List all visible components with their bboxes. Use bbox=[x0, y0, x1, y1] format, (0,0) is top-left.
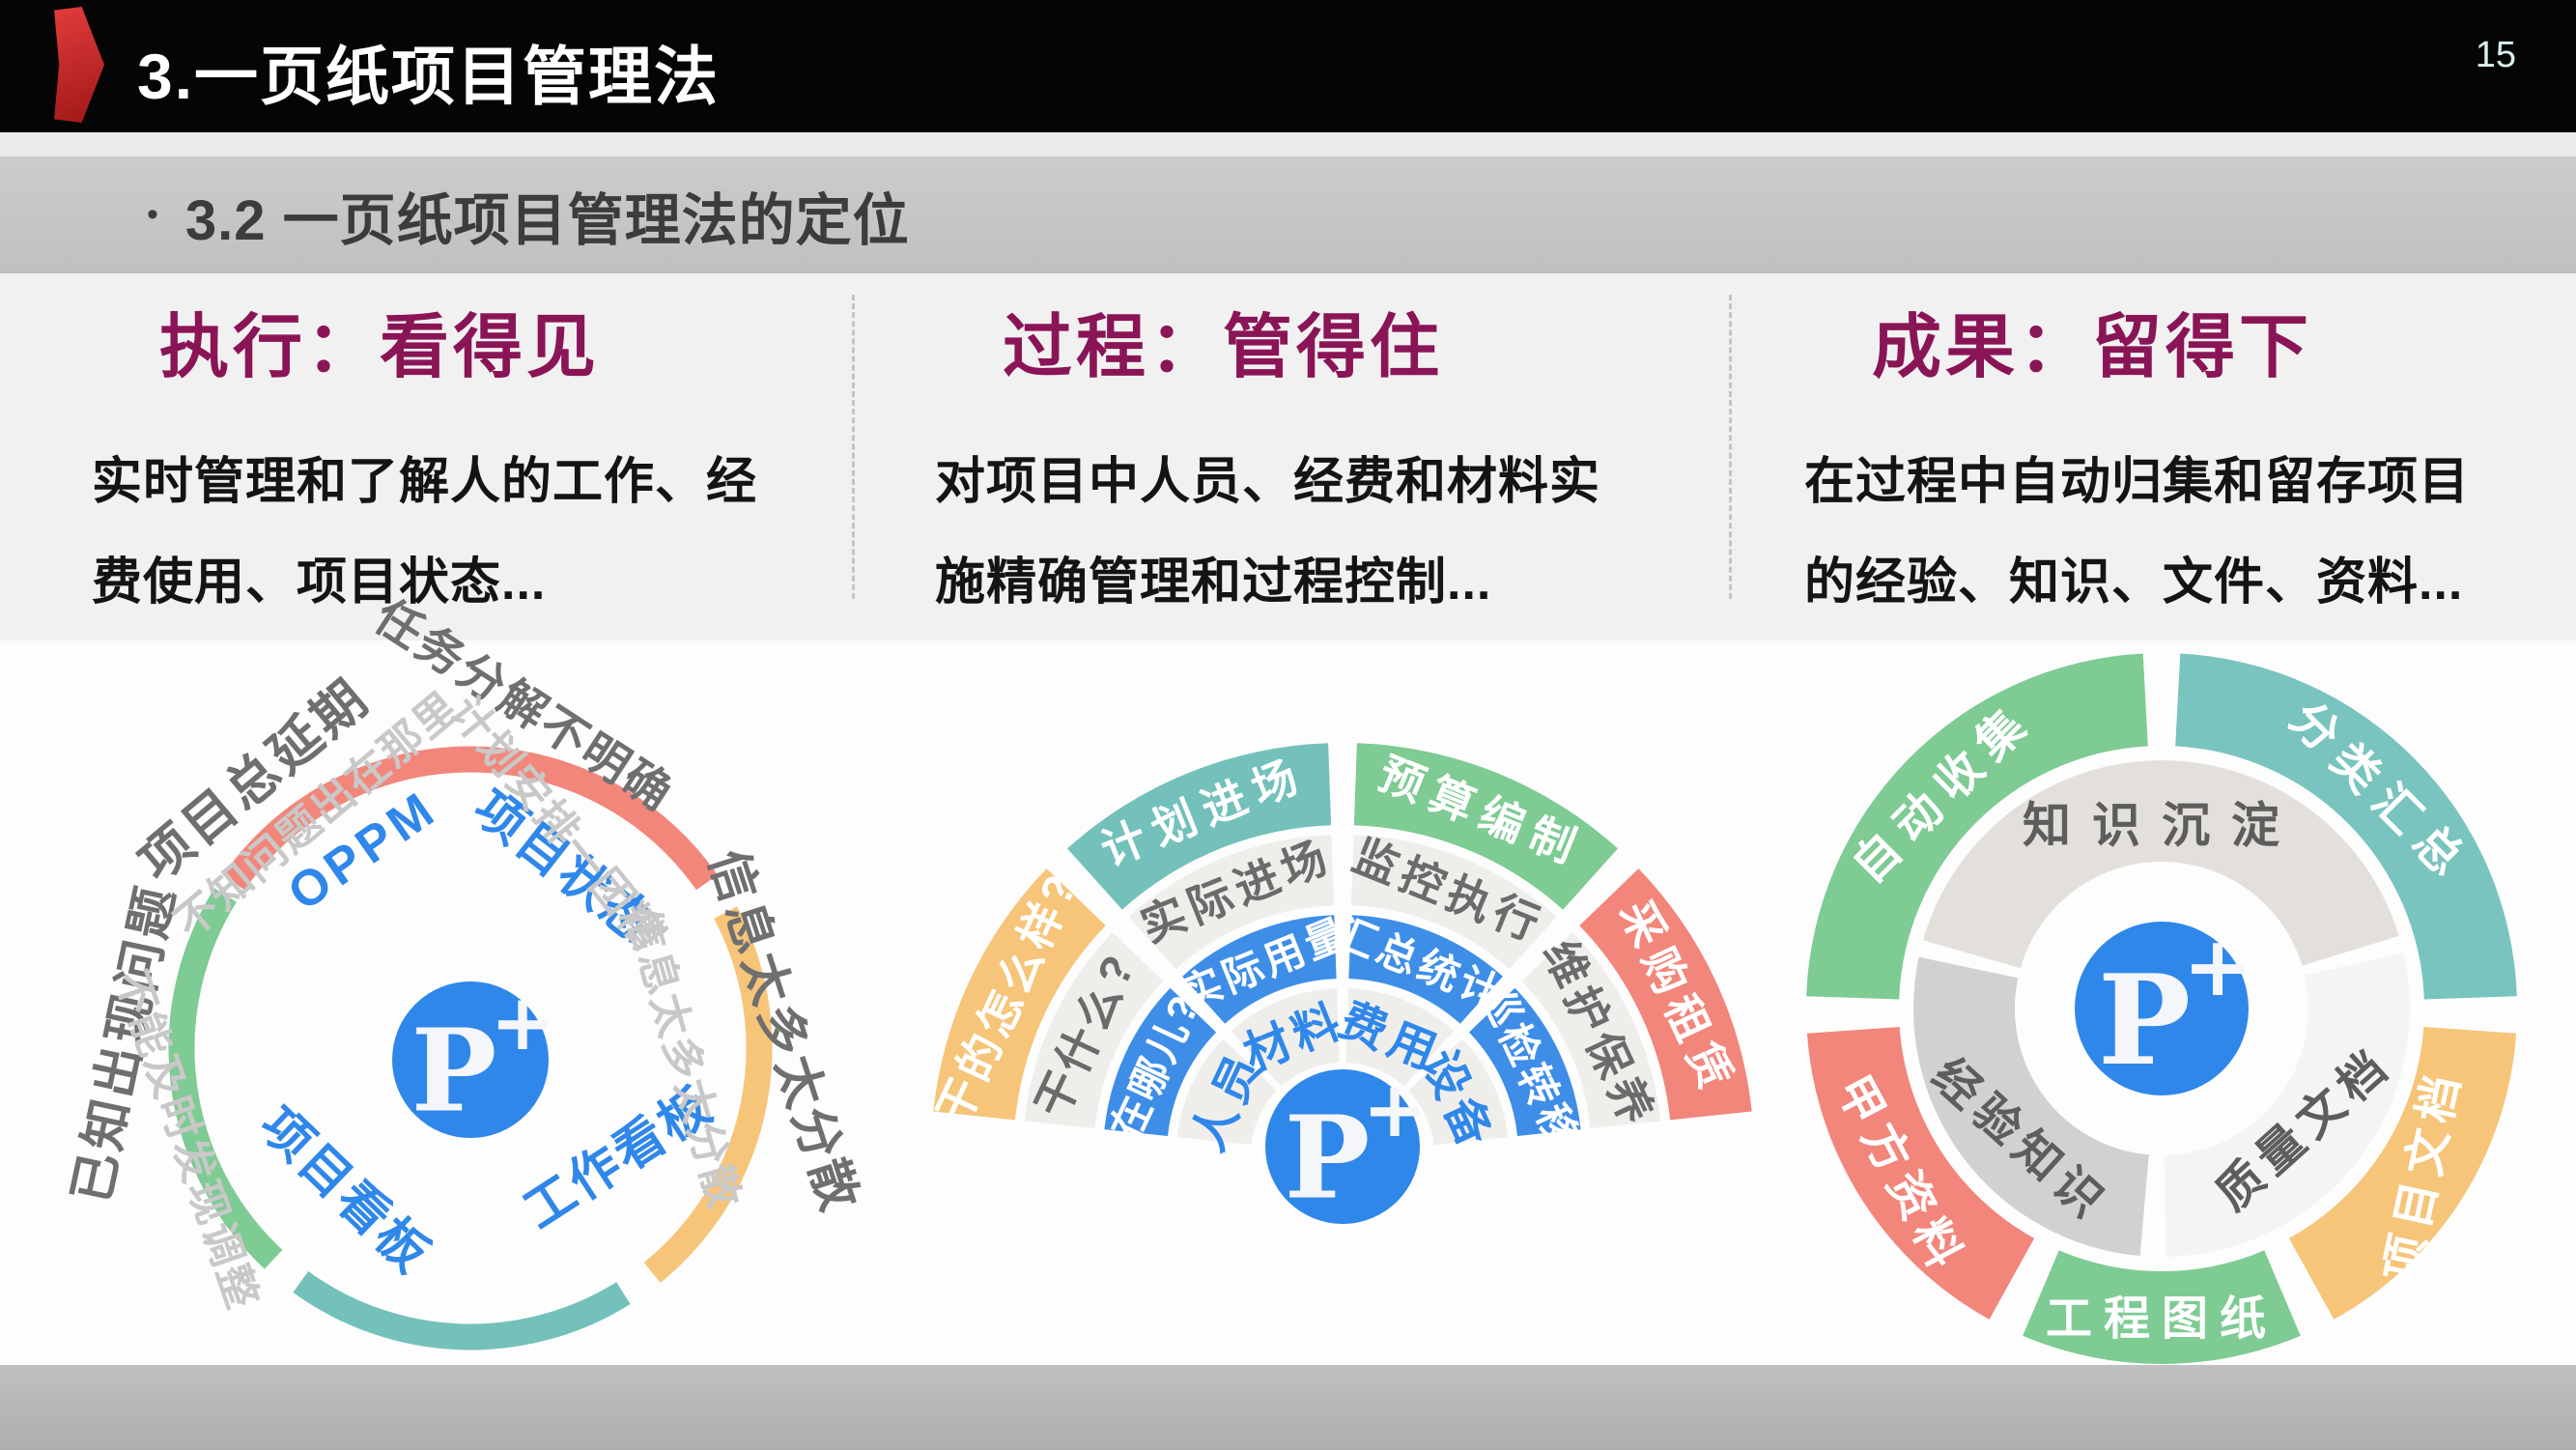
column-body: 实时管理和了解人的工作、经 费使用、项目状态... bbox=[92, 432, 864, 633]
arc-red bbox=[223, 746, 718, 891]
diagram-oppm-circle: OPPM 项目状态 项目看板 工作看板 项目总延期 任务分解不明确 信息太多太分… bbox=[64, 591, 868, 1350]
pplus-logo-p: P bbox=[1285, 1090, 1371, 1224]
fan-wedge bbox=[1348, 915, 1503, 1024]
fan-wedge bbox=[1067, 743, 1332, 910]
pplus-logo-plus: + bbox=[490, 978, 554, 1067]
ring-segment bbox=[2164, 952, 2410, 1257]
ring-segment bbox=[2288, 1027, 2517, 1320]
column-heading: 成果：留得下 bbox=[1872, 309, 2313, 386]
fan-wedge bbox=[1345, 988, 1455, 1087]
body-line: 在过程中自动归集和留存项目 bbox=[1804, 454, 2471, 510]
arc-orange bbox=[643, 906, 773, 1283]
fan-wedge bbox=[933, 868, 1106, 1121]
body-line: 实时管理和了解人的工作、经 bbox=[92, 454, 758, 510]
divider-strip bbox=[0, 132, 2576, 156]
pplus-logo-plus: + bbox=[2183, 919, 2252, 1015]
ring-segment bbox=[1806, 1027, 2035, 1320]
column-heading: 执行：看得见 bbox=[159, 309, 601, 386]
ring-segment bbox=[2175, 653, 2517, 1000]
bullet-icon: • bbox=[147, 196, 158, 233]
subtitle-bar: • 3.2 一页纸项目管理法的定位 bbox=[0, 156, 2576, 273]
column-heading: 过程：管得住 bbox=[1003, 309, 1444, 386]
pplus-logo-circle bbox=[1265, 1069, 1420, 1224]
column-body: 在过程中自动归集和留存项目 的经验、知识、文件、资料... bbox=[1804, 432, 2558, 633]
fan-wedge bbox=[1128, 835, 1334, 970]
pplus-logo-plus: + bbox=[1362, 1065, 1427, 1154]
fan-wedge bbox=[1231, 988, 1340, 1087]
fan-wedge bbox=[1024, 932, 1164, 1128]
ring-segment bbox=[1923, 760, 2399, 969]
fan-wedge bbox=[1579, 868, 1752, 1121]
columns-section bbox=[0, 273, 2576, 640]
ring-segment bbox=[2023, 1250, 2301, 1364]
body-line: 的经验、知识、文件、资料... bbox=[1804, 554, 2464, 611]
diagram-knowledge-circle: 自动收集 分类汇总 项目文档 工程图纸 甲方资料 知识沉淀 质量文档 经验知识 … bbox=[1806, 653, 2517, 1364]
fan-wedge bbox=[1351, 835, 1557, 970]
pplus-logo-p: P bbox=[411, 1003, 497, 1137]
column-process: 过程：管得住 对项目中人员、经费和材料实 施精确管理和过程控制... bbox=[935, 290, 1708, 633]
footer-bar bbox=[0, 1365, 2576, 1450]
fan-wedge bbox=[1353, 743, 1618, 910]
fan-wedge bbox=[1468, 987, 1581, 1136]
pplus-logo-circle bbox=[2075, 922, 2249, 1095]
dashed-divider bbox=[852, 295, 855, 599]
pplus-logo-circle bbox=[392, 981, 549, 1138]
ring-segment bbox=[1912, 956, 2149, 1256]
fan-wedge bbox=[1182, 915, 1337, 1024]
fan-wedge bbox=[1104, 987, 1217, 1136]
page-number: 15 bbox=[2475, 35, 2516, 75]
title-bar: 3.一页纸项目管理法 15 bbox=[0, 0, 2576, 132]
body-line: 费使用、项目状态... bbox=[92, 554, 547, 611]
fan-wedge bbox=[1176, 1038, 1277, 1146]
ring-label: 知识沉淀 bbox=[2023, 799, 2301, 853]
diagram-process-fan: 人员 在哪儿? 干什么? 干的怎么样? 材料 实际用量 实际进场 计划进场 费用… bbox=[927, 743, 1752, 1224]
body-line: 施精确管理和过程控制... bbox=[935, 554, 1492, 611]
arc-green bbox=[168, 888, 283, 1269]
column-body: 对项目中人员、经费和材料实 施精确管理和过程控制... bbox=[935, 432, 1708, 633]
subtitle-text: 3.2 一页纸项目管理法的定位 bbox=[184, 188, 910, 252]
body-line: 对项目中人员、经费和材料实 bbox=[935, 454, 1601, 510]
fan-wedge bbox=[1408, 1038, 1509, 1146]
arc-teal bbox=[293, 1270, 631, 1350]
fan-wedge bbox=[1521, 932, 1661, 1128]
ring-segment bbox=[1806, 653, 2148, 1000]
dashed-divider bbox=[1729, 295, 1732, 599]
column-execution: 执行：看得见 实时管理和了解人的工作、经 费使用、项目状态... bbox=[92, 290, 864, 633]
pplus-logo-p: P bbox=[2098, 949, 2191, 1094]
column-results: 成果：留得下 在过程中自动归集和留存项目 的经验、知识、文件、资料... bbox=[1804, 290, 2558, 633]
ring-label: 工程图纸 bbox=[2046, 1294, 2278, 1345]
page-title: 3.一页纸项目管理法 bbox=[137, 41, 721, 112]
